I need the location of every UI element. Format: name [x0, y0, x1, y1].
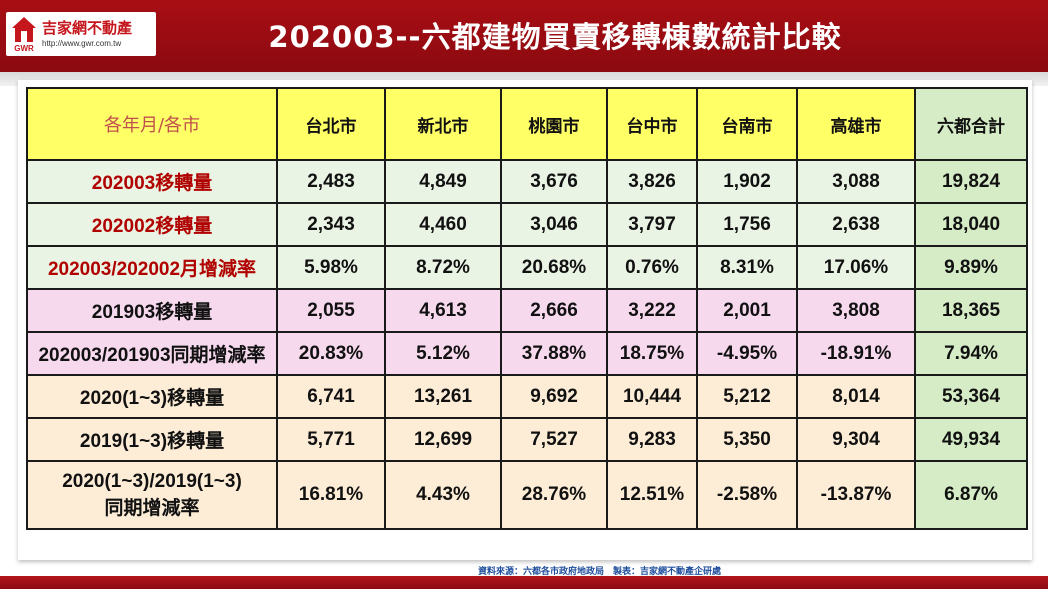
column-header: 新北市: [384, 87, 502, 161]
row-label-line: 同期增減率: [104, 498, 200, 519]
header-bar: GWR 吉家網不動產 http://www.gwr.com.tw 202003-…: [0, 0, 1048, 72]
table-cell: -13.87%: [796, 460, 916, 530]
table-cell: 8,014: [796, 374, 916, 419]
table-cell: 3,222: [606, 288, 698, 333]
source-note: 資料來源：六都各市政府地政局 製表：吉家網不動產企研處: [478, 567, 722, 577]
table-cell: 18.75%: [606, 331, 698, 376]
row-label: 201903移轉量: [26, 288, 278, 333]
table-cell: 0.76%: [606, 245, 698, 290]
column-header: 台南市: [696, 87, 798, 161]
table-cell: 6,741: [276, 374, 386, 419]
total-cell: 6.87%: [914, 460, 1028, 530]
table-cell: 3,808: [796, 288, 916, 333]
total-cell: 9.89%: [914, 245, 1028, 290]
table-row: 202003移轉量 2,483 4,849 3,676 3,826 1,902 …: [26, 159, 1028, 204]
house-logo-icon: GWR: [12, 17, 36, 53]
table-cell: 3,046: [500, 202, 608, 247]
column-header-total: 六都合計: [914, 87, 1028, 161]
table-header-row: 各年月/各市 台北市 新北市 桃園市 台中市 台南市 高雄市 六都合計: [26, 87, 1028, 161]
table-cell: -4.95%: [696, 331, 798, 376]
table-cell: 12.51%: [606, 460, 698, 530]
table-cell: 20.83%: [276, 331, 386, 376]
table-row: 202003/202002月增減率 5.98% 8.72% 20.68% 0.7…: [26, 245, 1028, 290]
table-row: 2020(1~3)移轉量 6,741 13,261 9,692 10,444 5…: [26, 374, 1028, 419]
table-cell: 16.81%: [276, 460, 386, 530]
total-cell: 19,824: [914, 159, 1028, 204]
table-cell: 13,261: [384, 374, 502, 419]
table-cell: 5,771: [276, 417, 386, 462]
table-cell: 4,613: [384, 288, 502, 333]
column-header: 各年月/各市: [26, 87, 278, 161]
table-cell: 2,483: [276, 159, 386, 204]
table-cell: 3,088: [796, 159, 916, 204]
table-cell: 12,699: [384, 417, 502, 462]
logo-url: http://www.gwr.com.tw: [42, 39, 122, 48]
table-cell: 2,001: [696, 288, 798, 333]
table-cell: 17.06%: [796, 245, 916, 290]
table-cell: 9,283: [606, 417, 698, 462]
row-label-line: 2020(1~3)/2019(1~3): [62, 471, 242, 492]
column-header: 桃園市: [500, 87, 608, 161]
table-row: 202003/201903同期增減率 20.83% 5.12% 37.88% 1…: [26, 331, 1028, 376]
table-cell: 4,849: [384, 159, 502, 204]
table-cell: 10,444: [606, 374, 698, 419]
table-cell: 2,638: [796, 202, 916, 247]
table-cell: -18.91%: [796, 331, 916, 376]
table-cell: 2,666: [500, 288, 608, 333]
total-cell: 49,934: [914, 417, 1028, 462]
column-header: 台北市: [276, 87, 386, 161]
table-cell: 5.12%: [384, 331, 502, 376]
table-cell: 1,902: [696, 159, 798, 204]
logo-name: 吉家網不動產: [42, 19, 133, 37]
table-cell: 3,826: [606, 159, 698, 204]
row-label: 202003/201903同期增減率: [26, 331, 278, 376]
total-cell: 18,040: [914, 202, 1028, 247]
table-cell: 37.88%: [500, 331, 608, 376]
table-cell: 8.72%: [384, 245, 502, 290]
table-cell: 5.98%: [276, 245, 386, 290]
table-cell: 7,527: [500, 417, 608, 462]
row-label: 202003/202002月增減率: [26, 245, 278, 290]
table-cell: 9,692: [500, 374, 608, 419]
table-row: 2020(1~3)/2019(1~3) 同期增減率 16.81% 4.43% 2…: [26, 460, 1028, 530]
table-cell: 2,055: [276, 288, 386, 333]
total-cell: 7.94%: [914, 331, 1028, 376]
table-cell: 4,460: [384, 202, 502, 247]
table-cell: 5,350: [696, 417, 798, 462]
row-label: 2019(1~3)移轉量: [26, 417, 278, 462]
table-row: 201903移轉量 2,055 4,613 2,666 3,222 2,001 …: [26, 288, 1028, 333]
table-cell: 20.68%: [500, 245, 608, 290]
table-cell: 2,343: [276, 202, 386, 247]
table-cell: 3,797: [606, 202, 698, 247]
row-label: 2020(1~3)/2019(1~3) 同期增減率: [26, 460, 278, 530]
stats-table: 各年月/各市 台北市 新北市 桃園市 台中市 台南市 高雄市 六都合計 2020…: [26, 87, 1028, 530]
table-cell: 5,212: [696, 374, 798, 419]
table-cell: -2.58%: [696, 460, 798, 530]
table-row: 202002移轉量 2,343 4,460 3,046 3,797 1,756 …: [26, 202, 1028, 247]
table-cell: 4.43%: [384, 460, 502, 530]
row-label: 202002移轉量: [26, 202, 278, 247]
table-cell: 9,304: [796, 417, 916, 462]
page-title: 202003--六都建物買賣移轉棟數統計比較: [268, 20, 842, 54]
table-cell: 1,756: [696, 202, 798, 247]
table-row: 2019(1~3)移轉量 5,771 12,699 7,527 9,283 5,…: [26, 417, 1028, 462]
column-header: 台中市: [606, 87, 698, 161]
row-label: 2020(1~3)移轉量: [26, 374, 278, 419]
row-label: 202003移轉量: [26, 159, 278, 204]
column-header: 高雄市: [796, 87, 916, 161]
logo-mark-text: GWR: [14, 44, 34, 53]
table-cell: 3,676: [500, 159, 608, 204]
footer-bar: [0, 576, 1048, 589]
total-cell: 53,364: [914, 374, 1028, 419]
total-cell: 18,365: [914, 288, 1028, 333]
table-cell: 28.76%: [500, 460, 608, 530]
table-cell: 8.31%: [696, 245, 798, 290]
logo[interactable]: GWR 吉家網不動產 http://www.gwr.com.tw: [6, 12, 156, 56]
